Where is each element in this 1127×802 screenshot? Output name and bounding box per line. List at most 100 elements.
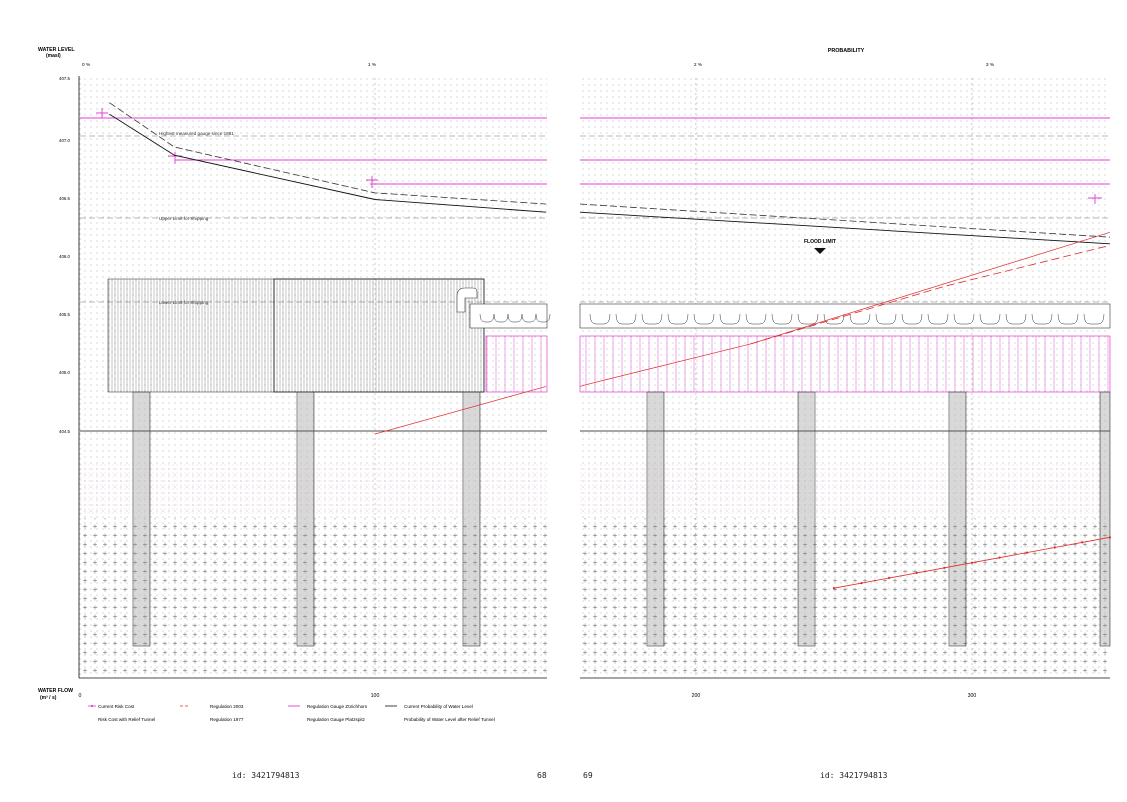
bridge-arch <box>849 313 871 325</box>
series-line <box>750 245 1110 345</box>
page-gutter <box>548 40 579 700</box>
flood-limit-marker <box>814 248 826 254</box>
pier <box>1099 391 1111 647</box>
legend-gauge-zurichhorn: Regulation Gauge Zürichhorn <box>307 704 368 709</box>
series-layer <box>109 102 1112 590</box>
series-point <box>860 581 863 585</box>
magenta-block-right <box>579 335 1111 393</box>
x-top-axis-title: PROBABILITY <box>828 48 865 54</box>
legend-risk-relief: Risk Cost with Relief Tunnel <box>98 717 155 722</box>
series-point <box>832 587 836 590</box>
magenta-block-left <box>485 335 548 393</box>
series-point <box>998 556 1001 559</box>
flood-limit-label: FLOOD LIMIT <box>804 239 836 245</box>
legend-prob-after: Probability of Water Level after Relief … <box>404 717 495 722</box>
bridge-arch <box>1083 313 1105 325</box>
bridge-deck-left <box>469 303 548 329</box>
y-tick-label: 406.5 <box>59 196 71 201</box>
footer-right-page-number: 69 <box>583 771 593 780</box>
bridge-arch <box>507 313 523 323</box>
bridge-arch <box>979 313 1001 325</box>
series-line <box>374 386 547 435</box>
legend-reg-2003: Regulation 2003 <box>210 704 244 709</box>
x-tick-label: 300 <box>968 693 977 699</box>
bridge-arch <box>901 313 923 325</box>
level-marker <box>1088 194 1102 204</box>
footer-right-id: id: 3421794813 <box>820 771 888 780</box>
bridge-arch <box>1005 313 1027 325</box>
bridge-arch <box>1057 313 1079 325</box>
pier <box>948 391 967 647</box>
regulation-levels <box>80 108 1110 204</box>
series-point <box>915 571 918 575</box>
legend-swatch-current-risk-dot <box>90 704 94 708</box>
bridge-arch <box>953 313 975 325</box>
legend-current-risk: Current Risk Cost <box>98 704 135 709</box>
building-right <box>273 278 485 393</box>
footer-left-page-number: 68 <box>537 771 547 780</box>
bridge-arch <box>745 313 767 325</box>
pier <box>296 391 315 647</box>
series-point <box>970 561 974 564</box>
series-point <box>1026 551 1029 554</box>
x-tick-label: 200 <box>692 693 701 699</box>
legend-reg-1977: Regulation 1977 <box>210 717 244 722</box>
bridge-arch <box>797 313 819 325</box>
series-point <box>888 576 891 580</box>
series-point <box>1108 536 1112 539</box>
bridge-arch <box>521 313 537 323</box>
series-line <box>109 102 547 205</box>
series-line <box>579 231 1111 387</box>
x-axis-title-line2: (m³ / s) <box>40 695 57 701</box>
x-tick-label: 0 <box>79 693 82 699</box>
series-point <box>943 566 946 569</box>
bridge-arch <box>719 313 741 325</box>
footer-left-id: id: 3421794813 <box>232 771 300 780</box>
annotation-lower-shipping: Lower Limit for Shipping <box>159 300 209 305</box>
bridge-arch <box>479 313 495 323</box>
annotation-upper-shipping: Upper Limit for Shipping <box>159 216 209 221</box>
x-top-tick-label: 3 % <box>986 62 995 68</box>
bridge-arch <box>1031 313 1053 325</box>
y-tick-label: 407.0 <box>59 138 71 143</box>
series-point <box>1053 546 1056 549</box>
structure-drawings <box>107 278 1111 647</box>
bridge-arch <box>823 313 845 325</box>
x-top-tick-label: 0 % <box>82 62 91 68</box>
level-marker <box>366 176 378 188</box>
building-left <box>107 278 275 393</box>
bridge-arch <box>875 313 897 325</box>
bridge-arch <box>641 313 663 325</box>
y-axis-title-line1: WATER LEVEL <box>38 47 75 53</box>
pier <box>646 391 665 647</box>
x-tick-label: 100 <box>371 693 380 699</box>
y-tick-label: 405.0 <box>59 370 71 375</box>
bridge-arch <box>693 313 715 325</box>
series-line <box>579 211 1110 245</box>
bridge-arch <box>927 313 949 325</box>
pier <box>462 391 481 647</box>
legend-current-prob: Current Probability of Water Level <box>404 704 473 709</box>
annotation-highest-gauge: Highest measured gauge since 1881 <box>159 131 234 136</box>
bridge-arch <box>615 313 637 325</box>
x-axis-title-line1: WATER FLOW <box>38 688 73 694</box>
x-top-tick-label: 2 % <box>694 62 703 68</box>
bridge-arch <box>667 313 689 325</box>
pier <box>132 391 151 647</box>
legend: Current Risk Cost Risk Cost with Relief … <box>88 704 495 722</box>
series-line <box>109 113 547 213</box>
x-top-ticks: 0 % 1 % 2 % 3 % <box>82 62 995 68</box>
y-tick-label: 405.5 <box>59 312 71 317</box>
bridge-arch <box>535 313 551 323</box>
legend-gauge-platzspitz: Regulation Gauge Platzspitz <box>307 717 366 722</box>
series-line <box>579 203 1110 238</box>
y-tick-label: 407.5 <box>59 76 71 81</box>
y-tick-label: 404.5 <box>59 429 71 434</box>
x-top-tick-label: 1 % <box>368 62 377 68</box>
y-axis-title-line2: (masl) <box>46 53 61 59</box>
bridge-arch <box>771 313 793 325</box>
y-tick-label: 406.0 <box>59 254 71 259</box>
pier <box>797 391 816 647</box>
